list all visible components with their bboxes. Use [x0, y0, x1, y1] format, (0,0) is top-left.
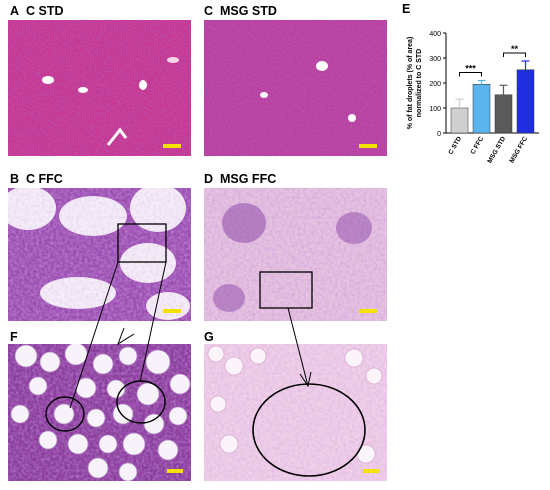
y-tick-label: 200 [429, 81, 441, 88]
micrograph-c-ffc [8, 188, 191, 321]
zoom-line [69, 261, 119, 409]
micrograph-msg-std [204, 20, 387, 156]
bar [516, 69, 535, 134]
significance-bracket [459, 72, 482, 77]
significance-bracket [503, 52, 526, 57]
zoom-line [139, 261, 167, 383]
x-tick-label: C STD [447, 135, 463, 156]
x-tick-label: C FFC [470, 135, 486, 155]
panel-label-d: D MSG FFC [204, 172, 277, 186]
bar [494, 94, 513, 134]
x-tick-label: MSG FFC [509, 135, 530, 164]
y-tick-label: 100 [429, 106, 441, 113]
scale-bar [359, 144, 377, 148]
bar [472, 84, 491, 134]
bar-chart-panel: % of fat droplets (% of area) normalized … [398, 18, 550, 178]
micrograph-c-ffc-zoom [8, 344, 191, 481]
micrograph-c-std [8, 20, 191, 156]
scale-bar [163, 144, 181, 148]
scale-bar [359, 309, 377, 313]
y-axis-label: normalized to C STD [416, 49, 423, 117]
y-tick-label: 300 [429, 56, 441, 63]
panel-label-b: B C FFC [10, 172, 63, 186]
panel-label-f: F [10, 330, 18, 344]
zoom-arrow-head [299, 371, 312, 388]
y-tick-label: 0 [437, 131, 441, 138]
y-axis-label: % of fat droplets (% of area) [407, 37, 414, 130]
panel-label-c: C MSG STD [204, 4, 277, 18]
zoom-arrow-head [117, 327, 135, 346]
panel-label-g: G [204, 330, 214, 344]
significance-label: ** [511, 44, 519, 54]
zoom-line [287, 307, 309, 387]
scale-bar [363, 469, 379, 473]
panel-label-a: A C STD [10, 4, 64, 18]
scale-bar [167, 469, 183, 473]
y-tick-label: 400 [429, 31, 441, 38]
bar-chart: % of fat droplets (% of area) normalized … [407, 31, 539, 165]
micrograph-msg-ffc [204, 188, 387, 321]
bar [450, 107, 469, 134]
x-tick-label: MSG STD [486, 135, 507, 164]
scale-bar [163, 309, 181, 313]
micrograph-msg-ffc-zoom [204, 344, 387, 481]
significance-label: *** [465, 64, 476, 74]
panel-label-e: E [402, 2, 411, 16]
